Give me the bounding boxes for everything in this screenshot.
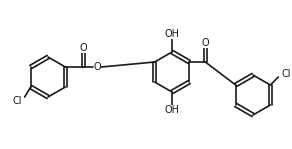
- Text: Cl: Cl: [13, 96, 22, 106]
- Text: OH: OH: [164, 105, 180, 115]
- Text: O: O: [79, 43, 87, 53]
- Text: Cl: Cl: [281, 69, 291, 79]
- Text: O: O: [201, 38, 209, 48]
- Text: OH: OH: [164, 29, 180, 39]
- Text: O: O: [93, 62, 101, 72]
